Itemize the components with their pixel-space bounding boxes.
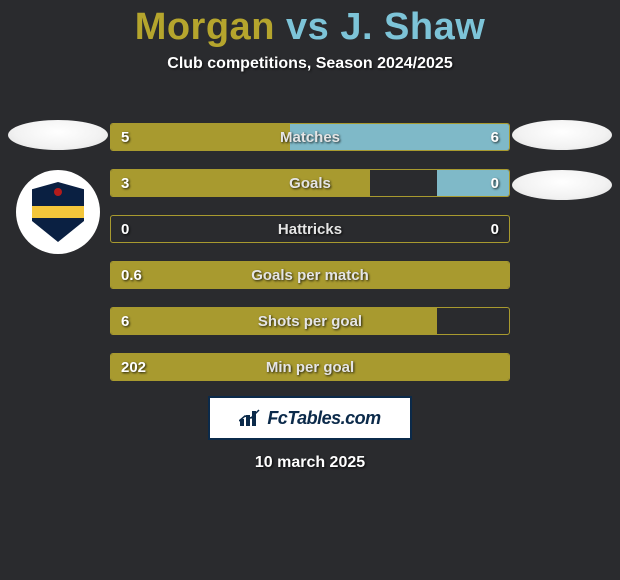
stat-bar-right — [437, 170, 509, 196]
stat-row: 6Shots per goal — [110, 307, 510, 335]
club-crest-left — [16, 170, 100, 254]
bar-chart-icon — [239, 409, 261, 427]
shield-icon — [32, 182, 84, 242]
stat-bar-left — [111, 262, 509, 288]
title-player-right: J. Shaw — [340, 6, 485, 48]
footer-date: 10 march 2025 — [0, 454, 620, 472]
avatar-placeholder-right-1 — [512, 120, 612, 150]
left-player-column — [8, 120, 108, 254]
site-logo[interactable]: FcTables.com — [208, 396, 412, 440]
title-player-left: Morgan — [135, 6, 275, 48]
stat-value-right: 0 — [491, 216, 499, 242]
stat-row: 30Goals — [110, 169, 510, 197]
stat-label: Hattricks — [111, 216, 509, 242]
avatar-placeholder-right-2 — [512, 170, 612, 200]
stat-value-left: 0 — [121, 216, 129, 242]
stat-row: 202Min per goal — [110, 353, 510, 381]
stat-bar-left — [111, 308, 437, 334]
title-vs: vs — [286, 6, 329, 48]
subtitle: Club competitions, Season 2024/2025 — [0, 55, 620, 73]
stat-bar-left — [111, 170, 370, 196]
stat-bar-right — [290, 124, 509, 150]
stat-bar-left — [111, 354, 509, 380]
avatar-placeholder-left — [8, 120, 108, 150]
site-name: FcTables.com — [267, 408, 380, 429]
comparison-card: Morgan vs J. Shaw Club competitions, Sea… — [0, 0, 620, 580]
stat-bar-left — [111, 124, 290, 150]
stat-row: 0 0Hattricks — [110, 215, 510, 243]
page-title: Morgan vs J. Shaw — [0, 0, 620, 49]
right-player-column — [512, 120, 612, 200]
stat-row: 56Matches — [110, 123, 510, 151]
stat-row: 0.6Goals per match — [110, 261, 510, 289]
stats-table: 56Matches 30Goals 0 0Hattricks 0.6Goals per … — [110, 123, 510, 381]
